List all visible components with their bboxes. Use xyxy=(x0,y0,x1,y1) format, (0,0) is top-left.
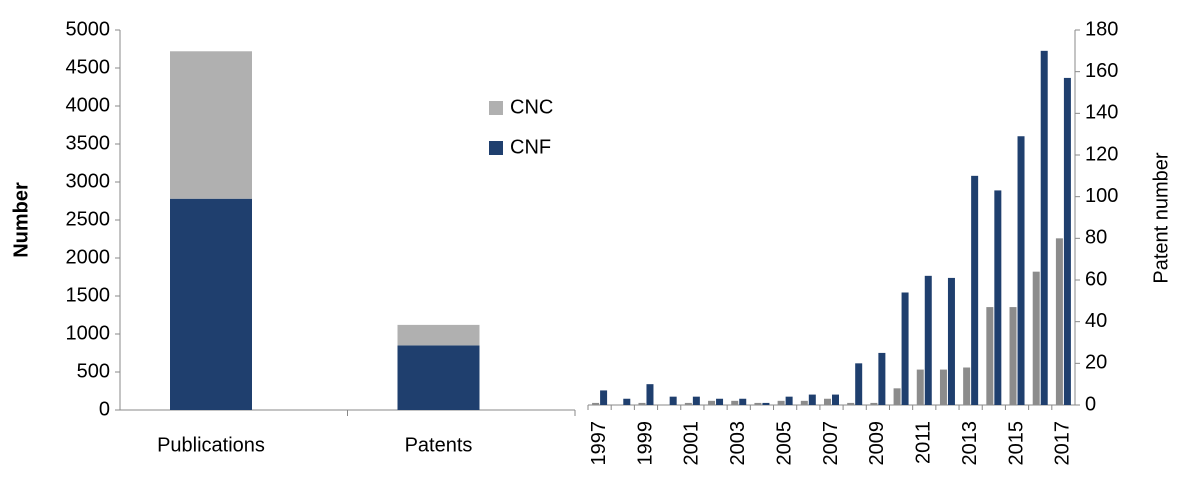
bar xyxy=(994,190,1002,405)
bar xyxy=(893,388,901,405)
bar xyxy=(669,396,677,405)
bar xyxy=(1055,238,1063,405)
bar xyxy=(638,402,646,405)
y-tick-label: 2000 xyxy=(66,246,111,268)
y-axis-label: Number xyxy=(10,182,32,258)
bar xyxy=(800,400,808,405)
legend-label: CNF xyxy=(510,136,551,158)
x-tick-label: 2015 xyxy=(1005,421,1027,466)
bar xyxy=(600,390,608,405)
bar xyxy=(762,402,770,405)
bar xyxy=(847,402,855,405)
x-tick-label: 2017 xyxy=(1052,421,1074,466)
bar xyxy=(731,400,739,405)
bar xyxy=(971,175,979,405)
x-tick-label: Patents xyxy=(405,434,473,456)
legend-label: CNC xyxy=(510,96,553,118)
y2-tick-label: 140 xyxy=(1085,102,1118,124)
x-tick-label: 2005 xyxy=(773,421,795,466)
bar xyxy=(692,396,700,405)
legend-swatch xyxy=(489,141,503,155)
y-tick-label: 2500 xyxy=(66,208,111,230)
bar xyxy=(901,292,909,405)
bar xyxy=(646,384,654,405)
bar xyxy=(808,394,816,405)
bar xyxy=(1032,271,1040,405)
bar xyxy=(939,369,947,405)
bar xyxy=(592,402,600,405)
y-tick-label: 1500 xyxy=(66,284,111,306)
y-tick-label: 5000 xyxy=(66,18,111,40)
y2-tick-label: 160 xyxy=(1085,60,1118,82)
y2-tick-label: 20 xyxy=(1085,352,1107,374)
x-tick-label: 2003 xyxy=(727,421,749,466)
x-tick-label: 2011 xyxy=(913,421,935,464)
y-tick-label: 0 xyxy=(99,398,110,420)
bar xyxy=(754,402,762,405)
bar xyxy=(870,402,878,405)
legend-swatch xyxy=(489,101,503,115)
bar xyxy=(947,277,955,405)
x-tick-label: 1997 xyxy=(588,421,610,466)
y-tick-label: 3500 xyxy=(66,132,111,154)
bar xyxy=(777,400,785,405)
y2-tick-label: 40 xyxy=(1085,310,1107,332)
y2-axis-label: Patent number xyxy=(1150,152,1172,284)
bar xyxy=(170,51,252,199)
x-tick-label: 2009 xyxy=(866,421,888,466)
bar xyxy=(1063,77,1071,406)
y2-tick-label: 120 xyxy=(1085,143,1118,165)
bar xyxy=(708,400,716,405)
y-tick-label: 4000 xyxy=(66,94,111,116)
y2-tick-label: 180 xyxy=(1085,18,1118,40)
bar xyxy=(170,198,252,410)
y2-tick-label: 80 xyxy=(1085,227,1107,249)
bar xyxy=(924,275,932,405)
bar xyxy=(1009,307,1017,405)
bar xyxy=(878,352,886,405)
bar xyxy=(716,398,724,405)
bar xyxy=(855,363,863,405)
y2-tick-label: 60 xyxy=(1085,268,1107,290)
bar xyxy=(623,398,631,405)
y-tick-label: 1000 xyxy=(66,322,111,344)
bar xyxy=(832,394,839,405)
y-tick-label: 4500 xyxy=(66,56,111,78)
bar xyxy=(963,367,971,405)
bar xyxy=(684,402,692,405)
bar xyxy=(397,345,480,410)
bar xyxy=(739,398,747,405)
x-tick-label: 2007 xyxy=(820,421,842,466)
y2-tick-label: 0 xyxy=(1085,393,1096,415)
x-tick-label: Publications xyxy=(157,434,265,456)
x-tick-label: 2013 xyxy=(959,421,981,466)
bar xyxy=(785,396,793,405)
x-tick-label: 1999 xyxy=(634,421,656,466)
bar xyxy=(397,324,480,346)
bar xyxy=(1017,136,1025,405)
y-tick-label: 3000 xyxy=(66,170,111,192)
y-tick-label: 500 xyxy=(77,360,110,382)
x-tick-label: 2001 xyxy=(681,421,703,466)
bar xyxy=(986,307,994,405)
bar xyxy=(1040,50,1048,405)
y2-tick-label: 100 xyxy=(1085,185,1118,207)
bar xyxy=(916,369,924,405)
bar xyxy=(824,398,831,405)
